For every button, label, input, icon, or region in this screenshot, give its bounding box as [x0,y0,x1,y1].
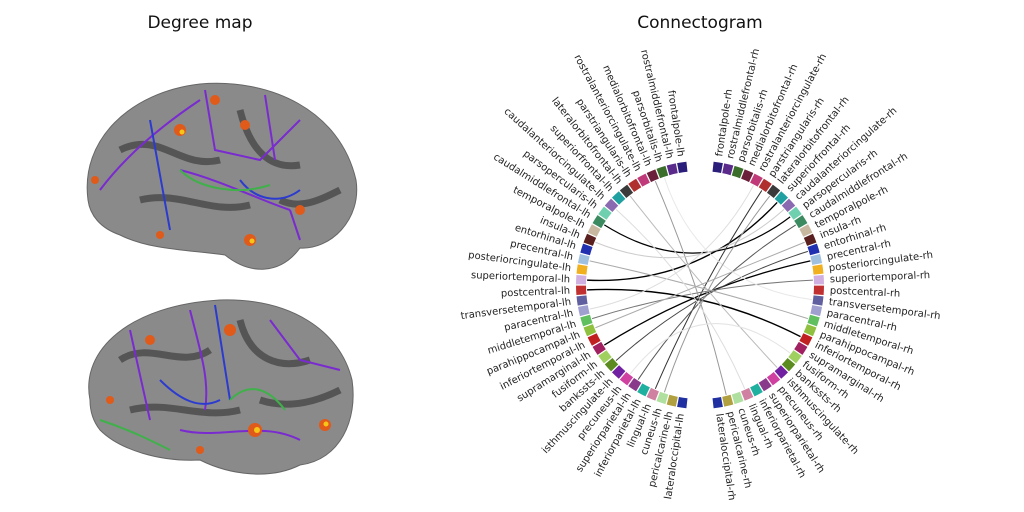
ring-segment [646,387,659,401]
ring-segment [577,305,590,317]
ring-segment [758,377,772,392]
connection [654,181,727,396]
ring-segment [637,173,650,187]
ring-segment [580,314,593,327]
ring-segment [774,365,789,379]
ring-segment [722,163,734,176]
connection [587,288,801,338]
ring-segment [646,169,659,183]
connection [587,201,778,282]
ring-segment [766,184,781,199]
ring-segment [604,198,619,212]
ring-segment [813,285,824,296]
connectogram: frontalpole-rhrostralmiddlefrontal-rhpar… [460,48,941,502]
ring-segment [619,184,634,199]
ring-segment [619,371,634,386]
brain-top [86,82,358,270]
ring-segment [587,333,601,346]
ring-segment [576,285,587,296]
ring-segment [741,387,754,401]
ring-segment [741,169,754,183]
ring-segment [781,198,796,212]
ring-segment [803,324,817,337]
ring-segment [611,191,626,205]
connection [603,216,791,254]
ring-segment [794,341,808,355]
ring-segment [592,341,606,355]
connection [595,209,785,259]
ring-segment [807,243,820,256]
connection [615,250,809,361]
region-label: superiortemporal-lh [471,270,571,285]
connection [663,195,771,393]
connection [595,241,805,329]
ring-segment [799,224,813,237]
ring-segment [576,264,588,275]
connection [654,190,763,389]
ring-segment [577,253,590,265]
brain-bottom [88,299,354,475]
ring-segment [807,314,820,327]
ring-segment [813,274,824,285]
ring-segment [803,233,817,246]
ring-segment [788,350,802,364]
connection [603,260,811,346]
ring-segment [666,394,678,407]
ring-segment [611,365,626,379]
connection [629,195,778,368]
ring-segment [666,163,678,176]
ring-segment [810,305,823,317]
title: Connectogram [637,13,762,33]
ring-segment [731,165,744,179]
connection [663,177,813,301]
region-label: postcentral-lh [501,286,571,300]
ring-segment [598,206,612,220]
ring-segment [656,165,669,179]
ring-segment [583,233,597,246]
region-label: superiortemporal-rh [830,270,931,285]
ring-segment [576,295,588,306]
ring-segment [656,391,669,405]
ring-segment [794,215,808,229]
ring-segment [812,264,824,275]
ring-segment [583,324,597,337]
ring-segment [810,253,823,265]
ring-segment [712,161,723,173]
ring-segment [781,358,796,372]
ring-segment [750,383,763,397]
connection [637,224,796,380]
ring-segment [758,178,772,193]
ring-segment [628,377,642,392]
ring-segment [604,358,619,372]
connection [615,209,746,389]
ring-segment [750,173,763,187]
connection [589,260,809,320]
ring-segment [677,397,688,409]
ring-segment [598,350,612,364]
connection [591,279,813,320]
region-label: postcentral-rh [830,286,901,300]
ring-segment [592,215,606,229]
ring-segment [580,243,593,256]
ring-segment [637,383,650,397]
ring-segment [712,397,723,409]
ring-segment [774,191,789,205]
ring-segment [722,394,734,407]
ring-segment [628,178,642,193]
ring-segment [812,295,824,306]
ring-segment [677,161,688,173]
connection [629,323,791,375]
ring-segment [587,224,601,237]
ring-segment [731,391,744,405]
ring-segment [799,333,813,346]
ring-segment [576,274,587,285]
connection [589,185,754,310]
ring-segment [788,206,802,220]
ring-segment [766,371,781,386]
title: Degree map [147,13,252,33]
